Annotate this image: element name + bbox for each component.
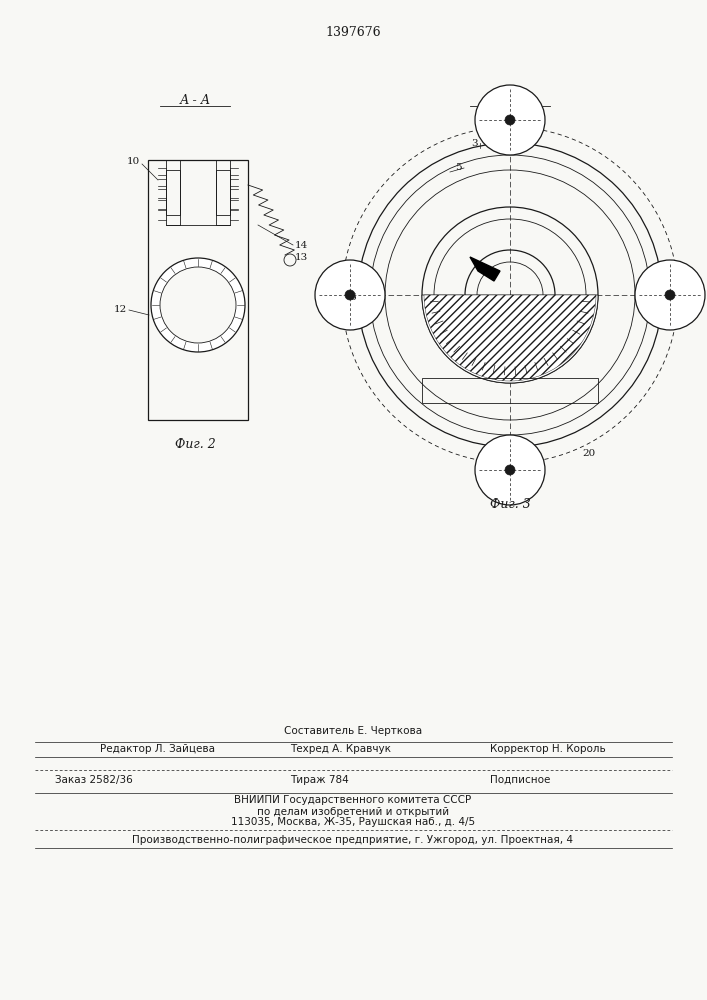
Circle shape bbox=[665, 290, 675, 300]
Polygon shape bbox=[470, 257, 500, 281]
Circle shape bbox=[505, 115, 515, 125]
Text: ВНИИПИ Государственного комитета СССР: ВНИИПИ Государственного комитета СССР bbox=[235, 795, 472, 805]
Circle shape bbox=[475, 435, 545, 505]
Circle shape bbox=[151, 258, 245, 352]
Text: 3: 3 bbox=[472, 138, 478, 147]
Text: 20: 20 bbox=[582, 450, 595, 458]
Text: 5: 5 bbox=[455, 163, 462, 172]
Text: 1397676: 1397676 bbox=[325, 25, 381, 38]
Circle shape bbox=[505, 465, 515, 475]
Text: 10: 10 bbox=[127, 157, 140, 166]
Bar bbox=[148, 160, 248, 420]
Circle shape bbox=[635, 260, 705, 330]
Circle shape bbox=[475, 85, 545, 155]
Bar bbox=[216, 160, 230, 215]
Bar bbox=[216, 170, 230, 225]
Text: Техред А. Кравчук: Техред А. Кравчук bbox=[290, 744, 391, 754]
Circle shape bbox=[315, 260, 385, 330]
Bar bbox=[422, 378, 598, 403]
Text: 113035, Москва, Ж-35, Раушская наб., д. 4/5: 113035, Москва, Ж-35, Раушская наб., д. … bbox=[231, 817, 475, 827]
Wedge shape bbox=[424, 295, 596, 381]
Circle shape bbox=[345, 290, 355, 300]
Text: Фиг. 2: Фиг. 2 bbox=[175, 438, 216, 452]
Text: Составитель Е. Черткова: Составитель Е. Черткова bbox=[284, 726, 422, 736]
Text: по делам изобретений и открытий: по делам изобретений и открытий bbox=[257, 807, 449, 817]
Text: Заказ 2582/36: Заказ 2582/36 bbox=[55, 775, 133, 785]
Text: 12: 12 bbox=[114, 306, 127, 314]
Text: Подписное: Подписное bbox=[490, 775, 550, 785]
Text: Производственно-полиграфическое предприятие, г. Ужгород, ул. Проектная, 4: Производственно-полиграфическое предприя… bbox=[132, 835, 573, 845]
Wedge shape bbox=[422, 295, 598, 383]
Text: Фиг. 3: Фиг. 3 bbox=[490, 498, 530, 512]
Text: Корректор Н. Король: Корректор Н. Король bbox=[490, 744, 606, 754]
Text: Б - Б: Б - Б bbox=[495, 94, 525, 106]
Bar bbox=[166, 160, 180, 215]
Text: 13: 13 bbox=[295, 253, 308, 262]
Bar bbox=[166, 170, 180, 225]
Text: А - А: А - А bbox=[180, 94, 211, 106]
Circle shape bbox=[160, 267, 236, 343]
Text: 14: 14 bbox=[295, 240, 308, 249]
Text: Редактор Л. Зайцева: Редактор Л. Зайцева bbox=[100, 744, 215, 754]
Text: 6: 6 bbox=[349, 294, 356, 302]
Text: Тираж 784: Тираж 784 bbox=[290, 775, 349, 785]
